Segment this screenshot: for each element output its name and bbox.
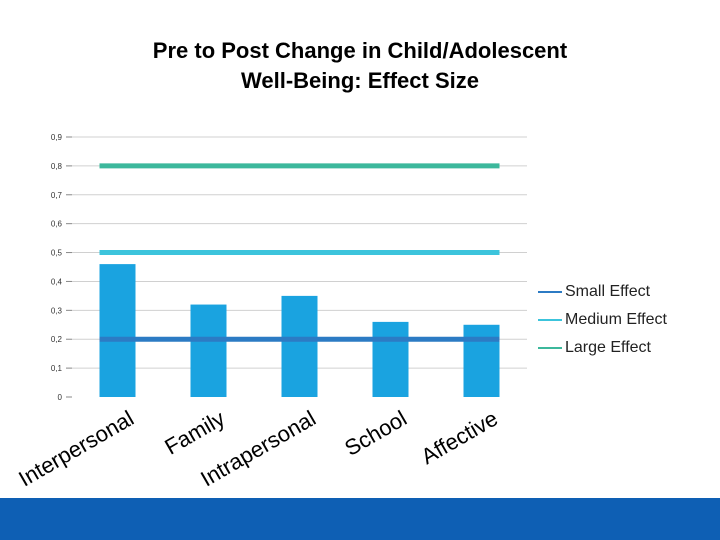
- y-tick-label-9: 0,9: [51, 133, 63, 142]
- chart-title-line-2: Well-Being: Effect Size: [241, 68, 479, 93]
- x-tick-label-family: Family: [160, 406, 229, 460]
- slide-footer-bar: [0, 498, 720, 540]
- legend-label-medium: Medium Effect: [565, 311, 667, 328]
- y-tick-label-2: 0,2: [51, 335, 63, 344]
- legend-item-large: Large Effect: [538, 334, 667, 362]
- legend-label-small: Small Effect: [565, 283, 651, 300]
- x-tick-label-affective: Affective: [417, 406, 502, 470]
- chart-title: Pre to Post Change in Child/Adolescent W…: [0, 36, 720, 96]
- chart-legend: Small Effect Medium Effect Large Effect: [538, 278, 667, 362]
- y-tick-label-6: 0,6: [51, 220, 63, 229]
- x-tick-label-interpersonal: Interpersonal: [14, 406, 138, 492]
- y-tick-label-3: 0,3: [51, 306, 63, 315]
- y-tick-label-0: 0: [58, 393, 63, 402]
- legend-item-small: Small Effect: [538, 278, 667, 306]
- bar-school: [372, 321, 409, 397]
- chart-title-line-1: Pre to Post Change in Child/Adolescent: [152, 38, 568, 63]
- legend-swatch-large: [538, 347, 562, 349]
- y-tick-label-4: 0,4: [51, 277, 63, 286]
- legend-label-large: Large Effect: [565, 339, 651, 356]
- bar-affective: [463, 324, 500, 397]
- legend-item-medium: Medium Effect: [538, 306, 667, 334]
- y-tick-label-8: 0,8: [51, 162, 63, 171]
- legend-swatch-small: [538, 291, 562, 293]
- y-tick-label-5: 0,5: [51, 249, 63, 258]
- bar-intrapersonal: [281, 295, 318, 397]
- y-tick-label-7: 0,7: [51, 191, 63, 200]
- x-tick-label-school: School: [340, 406, 411, 461]
- y-tick-label-1: 0,1: [51, 364, 63, 373]
- bar-family: [190, 304, 227, 397]
- bar-interpersonal: [99, 264, 136, 397]
- legend-swatch-medium: [538, 319, 562, 321]
